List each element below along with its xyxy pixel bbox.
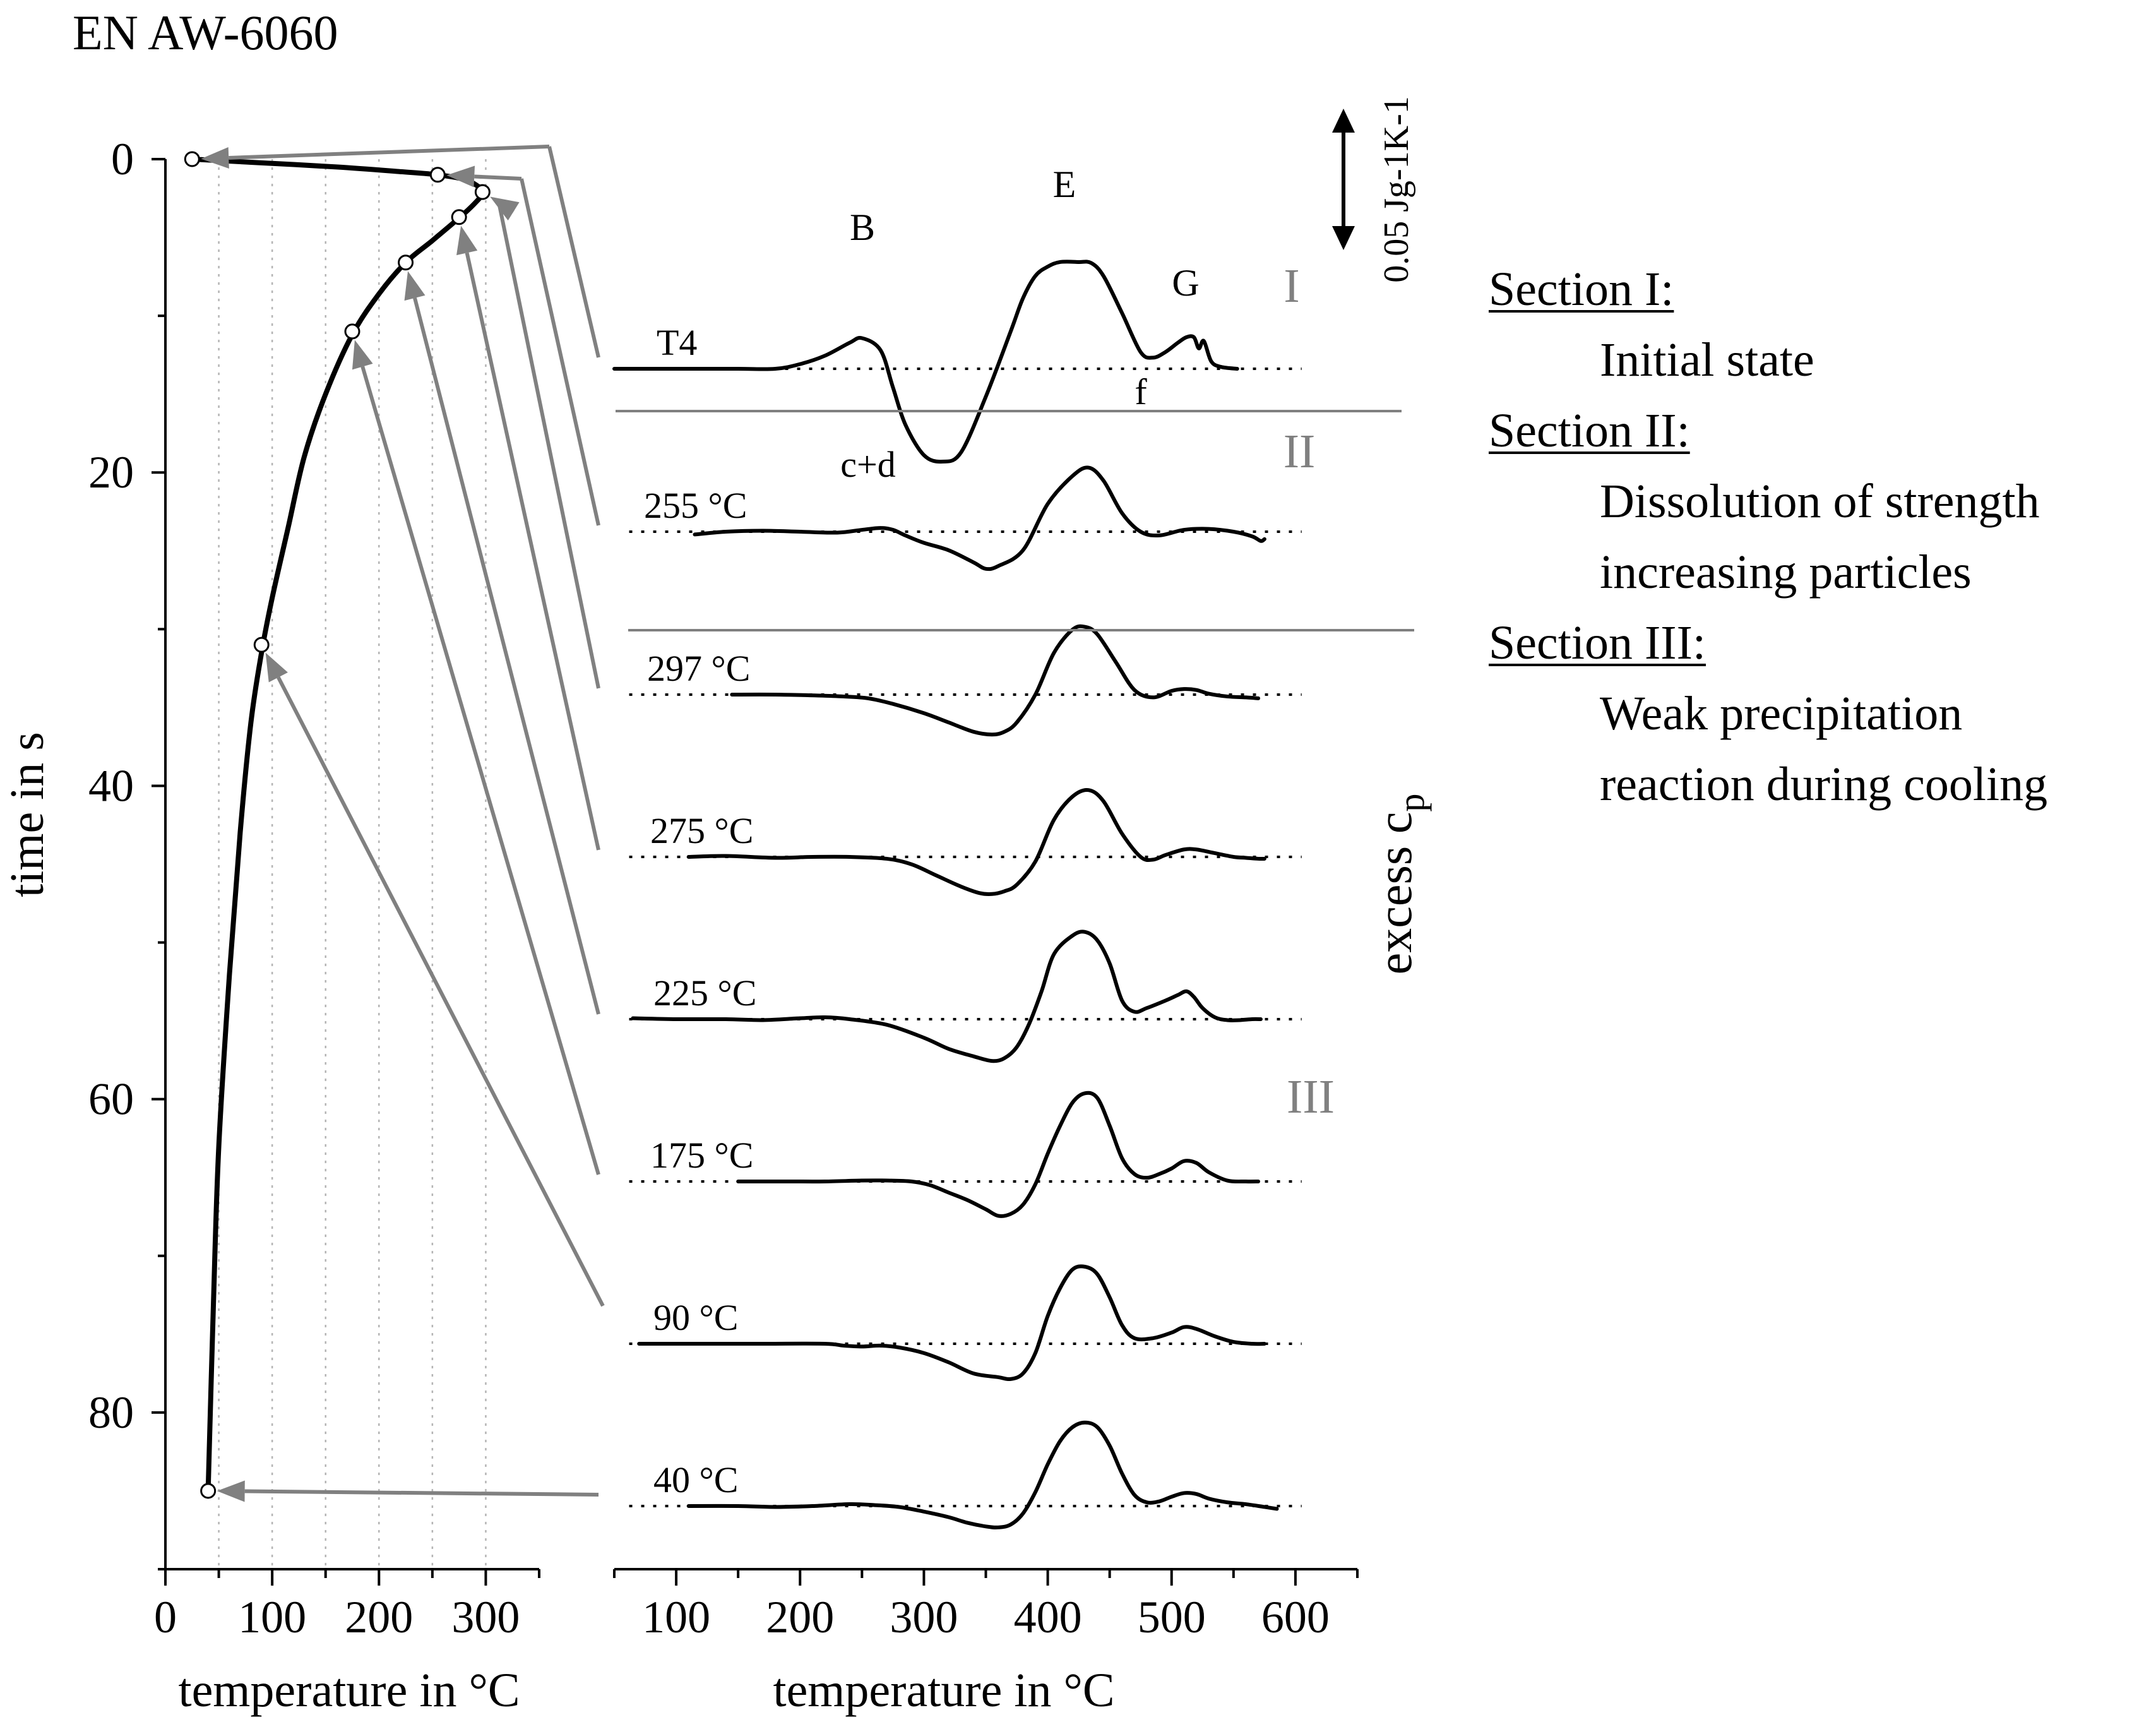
cooling-curve: [189, 157, 487, 1493]
cooling-marker: [398, 254, 414, 271]
cooling-marker: [184, 151, 200, 167]
left-grid: [218, 159, 487, 1569]
cooling-marker: [474, 184, 491, 200]
section-mark-1: I: [1283, 260, 1299, 313]
section-2-heading: Section II:: [1489, 404, 1690, 457]
connector-bend-1: [520, 178, 600, 526]
section-2-desc-line-2: increasing particles: [1600, 546, 1972, 599]
right-x-tick-label: 600: [1261, 1592, 1330, 1642]
peak-label-e: E: [1053, 164, 1076, 205]
dsc-curve-2: [730, 624, 1261, 737]
right-xlabel: temperature in °C: [773, 1664, 1114, 1717]
peak-label-f: f: [1135, 371, 1147, 412]
cooling-curve-line: [189, 157, 487, 1493]
connector-head-2: [490, 196, 520, 221]
left-y-tick-label: 20: [88, 447, 134, 498]
connector-line-4: [413, 297, 600, 1015]
right-x-tick-label: 200: [766, 1592, 834, 1642]
dsc-curve-4: [631, 930, 1263, 1063]
section-1-heading: Section I:: [1489, 263, 1674, 316]
connector-head-6: [265, 652, 288, 683]
curve-label-4: 225 °C: [653, 972, 756, 1013]
curve-label-7: 40 °C: [653, 1459, 738, 1500]
connector-head-1: [446, 165, 475, 188]
peak-label-cd: c+d: [840, 444, 895, 485]
left-x-tick-label: 200: [345, 1592, 413, 1642]
scale-bar-arrow-up: [1332, 109, 1355, 133]
left-y-tick-label: 40: [88, 760, 134, 811]
left-x-tick-label: 0: [154, 1592, 177, 1642]
left-y-tick-label: 80: [88, 1387, 134, 1438]
connector-line-5: [360, 366, 600, 1175]
peak-label-b: B: [850, 206, 875, 248]
peak-label-g: G: [1172, 262, 1199, 304]
connector-arrows: [201, 145, 605, 1502]
connector-head-5: [352, 340, 373, 370]
curve-label-3: 275 °C: [650, 810, 753, 851]
section-1-desc-line-1: Initial state: [1600, 333, 1814, 386]
section-3-heading: Section III:: [1489, 616, 1706, 669]
connector-head-3: [456, 225, 478, 256]
left-x-tick-label: 100: [238, 1592, 306, 1642]
right-x-tick-label: 500: [1138, 1592, 1206, 1642]
cooling-marker: [253, 637, 270, 653]
connector-line-7: [244, 1489, 599, 1497]
section-legend: Section I: Initial state Section II: Dis…: [1489, 254, 2152, 820]
curve-baselines: [629, 368, 1302, 1507]
left-x-tick-label: 300: [451, 1592, 520, 1642]
connector-head-4: [404, 271, 426, 301]
connector-line-1: [474, 174, 522, 181]
curve-label-1: 255 °C: [644, 485, 747, 526]
connector-head-0: [201, 146, 229, 169]
cooling-marker: [200, 1483, 217, 1499]
cooling-marker: [344, 323, 360, 340]
cooling-marker: [451, 209, 467, 225]
connector-bend-2: [497, 201, 600, 689]
dsc-curve-1: [693, 465, 1266, 571]
right-x-tick-label: 300: [890, 1592, 958, 1642]
dsc-curve-5: [736, 1091, 1261, 1218]
cooling-marker: [429, 167, 446, 183]
section-3-desc-line-2: reaction during cooling: [1600, 758, 2048, 811]
curve-label-6: 90 °C: [653, 1297, 738, 1338]
dsc-curves-panel: 100 200 300 400 500 600 T4 255 °C 297 °C 275 °C 2…: [612, 96, 1432, 1717]
dsc-curve-0: [612, 260, 1239, 464]
figure-title: EN AW-6060: [73, 5, 338, 60]
scale-bar-arrow-down: [1332, 226, 1355, 250]
cooling-markers: [184, 151, 491, 1499]
connector-line-6: [277, 676, 605, 1307]
dsc-curves: [612, 260, 1279, 1529]
connector-head-7: [217, 1480, 245, 1502]
left-axes: 0 100 200 300 0 20 40 60 80: [88, 134, 540, 1642]
curve-label-2: 297 °C: [647, 648, 750, 689]
dsc-curve-6: [637, 1264, 1266, 1382]
section-2-desc-line-1: Dissolution of strength: [1600, 475, 2040, 528]
cooling-curve-panel: 0 100 200 300 0 20 40 60 80 temperature in °C ti…: [1, 134, 540, 1717]
right-x-tick-label: 400: [1014, 1592, 1082, 1642]
curve-label-0: T4: [657, 322, 697, 363]
excess-cp-label: excess cp: [1367, 794, 1432, 975]
connector-bend-0: [547, 146, 600, 358]
connector-line-0: [229, 145, 550, 160]
right-x-tick-label: 100: [642, 1592, 710, 1642]
excess-cp-text: excess c: [1367, 812, 1422, 975]
left-y-tick-label: 0: [111, 134, 134, 184]
left-ylabel: time in s: [1, 732, 54, 897]
left-xlabel: temperature in °C: [178, 1664, 520, 1717]
left-y-tick-label: 60: [88, 1074, 134, 1125]
right-axes: 100 200 300 400 500 600: [613, 1568, 1359, 1642]
excess-cp-subscript: p: [1391, 794, 1432, 812]
connector-line-3: [465, 252, 600, 851]
section-mark-3: III: [1287, 1070, 1335, 1123]
dsc-curve-7: [686, 1420, 1279, 1529]
section-mark-2: II: [1283, 425, 1316, 478]
dsc-curve-3: [686, 787, 1266, 897]
curve-labels: T4 255 °C 297 °C 275 °C 225 °C 175 °C 90 °C 40 …: [644, 322, 756, 1500]
scale-bar-label: 0.05 Jg-1K-1: [1377, 96, 1416, 283]
curve-label-5: 175 °C: [650, 1135, 753, 1176]
section-3-desc-line-1: Weak precipitation: [1600, 687, 1963, 740]
